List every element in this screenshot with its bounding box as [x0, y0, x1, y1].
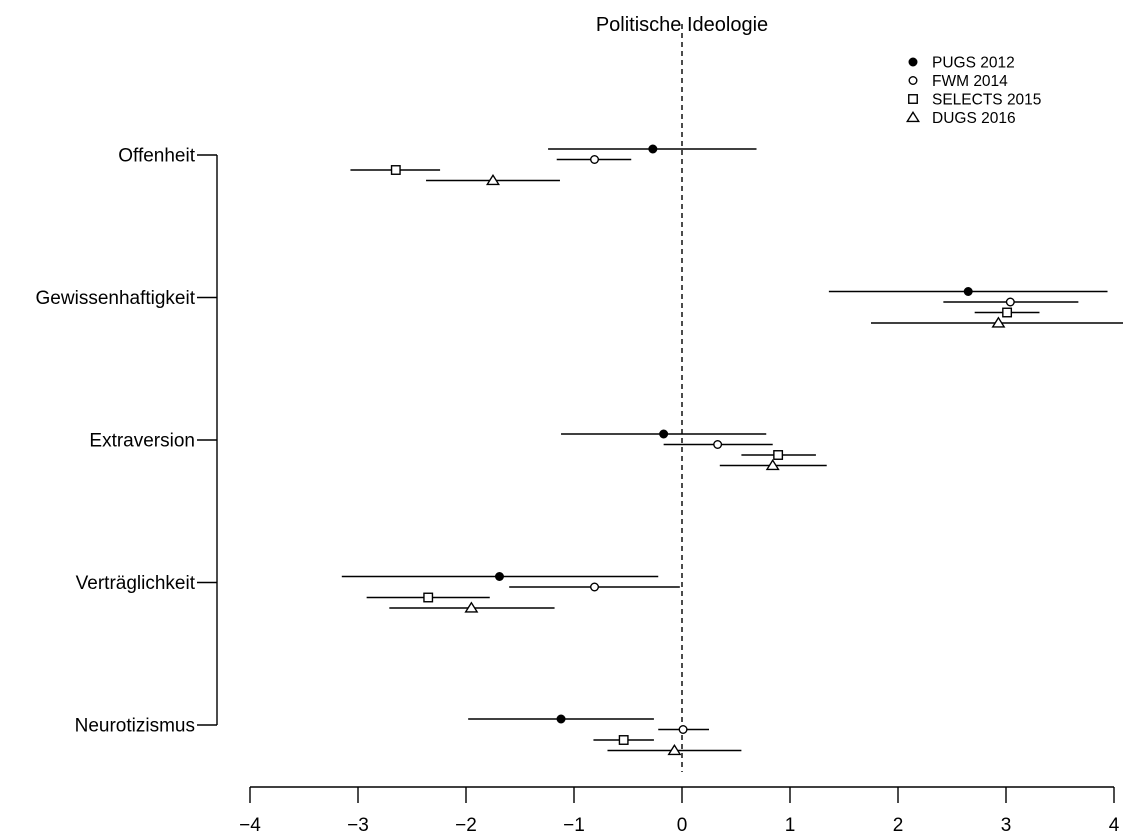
- estimate-point: [659, 429, 669, 439]
- x-tick-label: 4: [1109, 815, 1120, 836]
- estimate-point: [590, 154, 600, 164]
- x-tick-label: 2: [893, 815, 904, 836]
- legend-label: DUGS 2016: [932, 110, 1016, 127]
- legend-marker: [906, 110, 920, 123]
- estimate-point: [991, 316, 1006, 328]
- estimate-point: [773, 450, 784, 460]
- estimate-point: [1005, 297, 1015, 307]
- legend-label: SELECTS 2015: [932, 92, 1041, 109]
- x-tick-label: 3: [1001, 815, 1012, 836]
- legend-item: DUGS 2016: [906, 110, 1016, 127]
- legend-item: SELECTS 2015: [908, 92, 1041, 109]
- series-pugs-2012: [341, 144, 1108, 724]
- estimate-point: [618, 735, 629, 745]
- legend-marker: [908, 57, 918, 67]
- legend-item: PUGS 2012: [908, 55, 1015, 72]
- y-tick-label: Offenheit: [118, 146, 195, 167]
- series-dugs-2016: [389, 173, 1123, 756]
- estimate-point: [765, 458, 780, 471]
- x-tick-label: −1: [563, 815, 585, 836]
- y-tick-label: Verträglichkeit: [76, 573, 196, 594]
- x-tick-label: −2: [455, 815, 477, 836]
- legend-label: PUGS 2012: [932, 55, 1015, 72]
- estimate-point: [556, 714, 566, 724]
- y-tick-label: Neurotizismus: [75, 716, 195, 737]
- x-axis: −4 −3 −2 −1 0 1 2 3 4: [239, 786, 1120, 836]
- estimate-point: [678, 725, 688, 735]
- estimate-point: [590, 582, 600, 592]
- y-axis: Offenheit Gewissenhaftigkeit Extraversion V…: [36, 146, 218, 737]
- estimate-point: [1002, 307, 1013, 318]
- estimate-point: [464, 601, 479, 613]
- legend-label: FWM 2014: [932, 73, 1008, 90]
- legend-marker: [908, 94, 918, 104]
- y-tick-label: Gewissenhaftigkeit: [36, 288, 196, 309]
- estimate-point: [486, 173, 500, 186]
- legend-marker: [908, 75, 918, 85]
- series-selects-2015: [350, 165, 1040, 745]
- estimate-point: [713, 440, 723, 450]
- legend-item: FWM 2014: [908, 73, 1008, 90]
- x-tick-label: −3: [347, 815, 369, 836]
- estimate-point: [648, 144, 658, 154]
- series-fwm-2014: [509, 154, 1079, 735]
- y-tick-label: Extraversion: [89, 431, 195, 452]
- estimate-point: [494, 572, 504, 582]
- estimate-point: [423, 592, 434, 603]
- x-tick-label: 0: [677, 815, 688, 836]
- x-tick-label: 1: [785, 815, 796, 836]
- estimate-point: [963, 287, 973, 297]
- x-tick-label: −4: [239, 815, 261, 836]
- estimate-point: [390, 165, 401, 175]
- estimate-point: [667, 743, 682, 756]
- series-group: [341, 144, 1123, 756]
